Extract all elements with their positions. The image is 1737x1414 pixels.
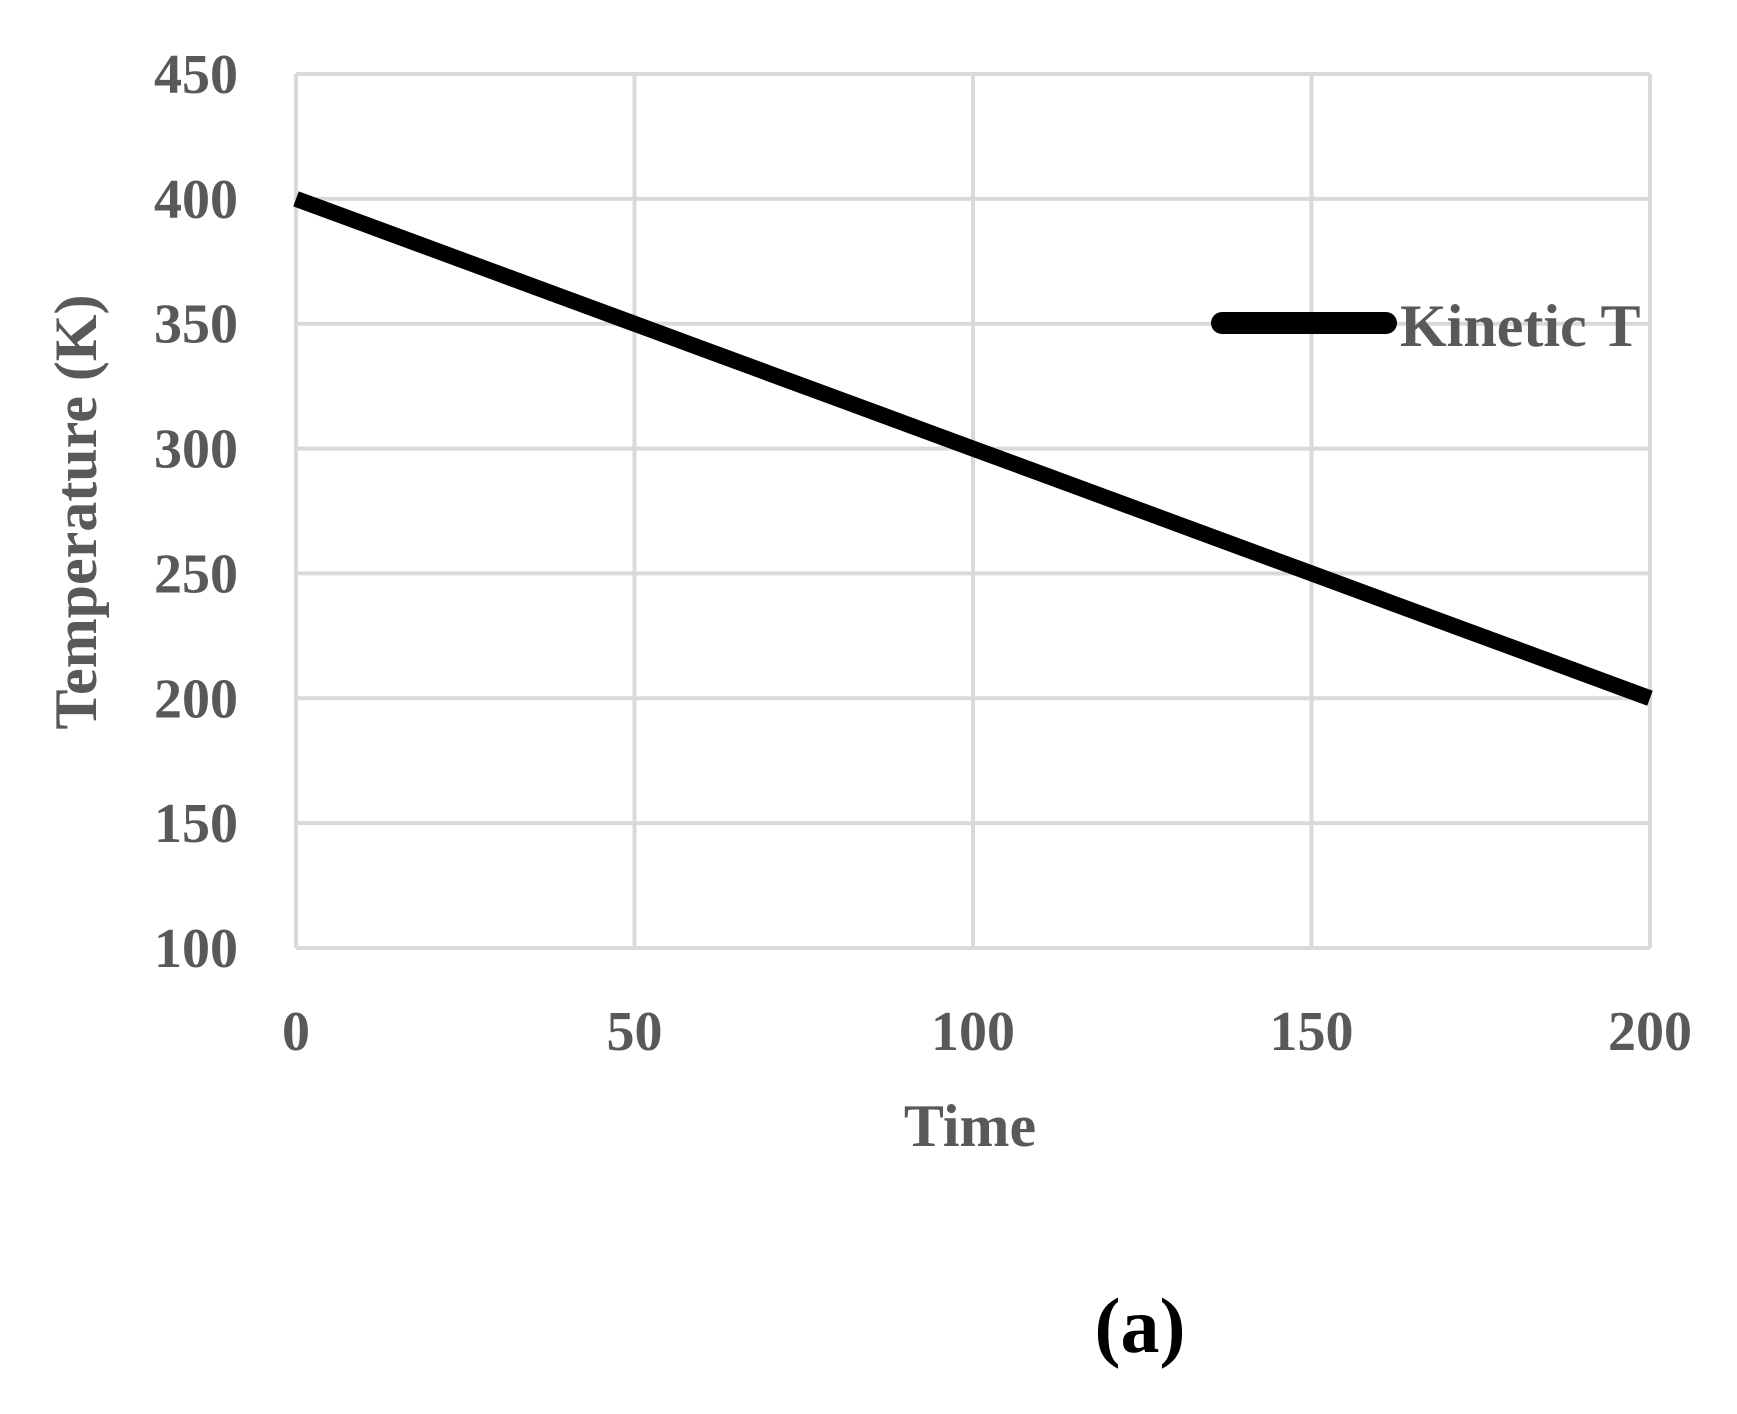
panel-label: (a) — [1095, 1282, 1186, 1369]
grid — [294, 72, 1652, 950]
y-axis-ticks: 100 150 200 250 300 350 400 450 — [154, 44, 238, 980]
legend-label-kinetic-t: Kinetic T — [1400, 293, 1641, 359]
legend: Kinetic T — [1211, 293, 1641, 359]
y-tick-label: 450 — [154, 44, 238, 106]
x-axis-ticks: 0 50 100 150 200 — [282, 1001, 1692, 1063]
y-tick-label: 300 — [154, 419, 238, 481]
y-tick-label: 250 — [154, 543, 238, 605]
y-tick-label: 350 — [154, 294, 238, 356]
x-tick-label: 200 — [1608, 1001, 1692, 1063]
x-tick-label: 100 — [931, 1001, 1015, 1063]
x-tick-label: 0 — [282, 1001, 310, 1063]
x-tick-label: 150 — [1270, 1001, 1354, 1063]
series-line-kinetic-t — [293, 191, 1653, 706]
x-axis-title: Time — [904, 1093, 1036, 1159]
y-tick-label: 150 — [154, 793, 238, 855]
series-lines — [293, 191, 1653, 706]
y-axis-title: Temperature (K) — [43, 295, 109, 730]
x-tick-label: 50 — [607, 1001, 663, 1063]
y-tick-label: 100 — [154, 918, 238, 980]
y-tick-label: 200 — [154, 668, 238, 730]
y-tick-label: 400 — [154, 169, 238, 231]
